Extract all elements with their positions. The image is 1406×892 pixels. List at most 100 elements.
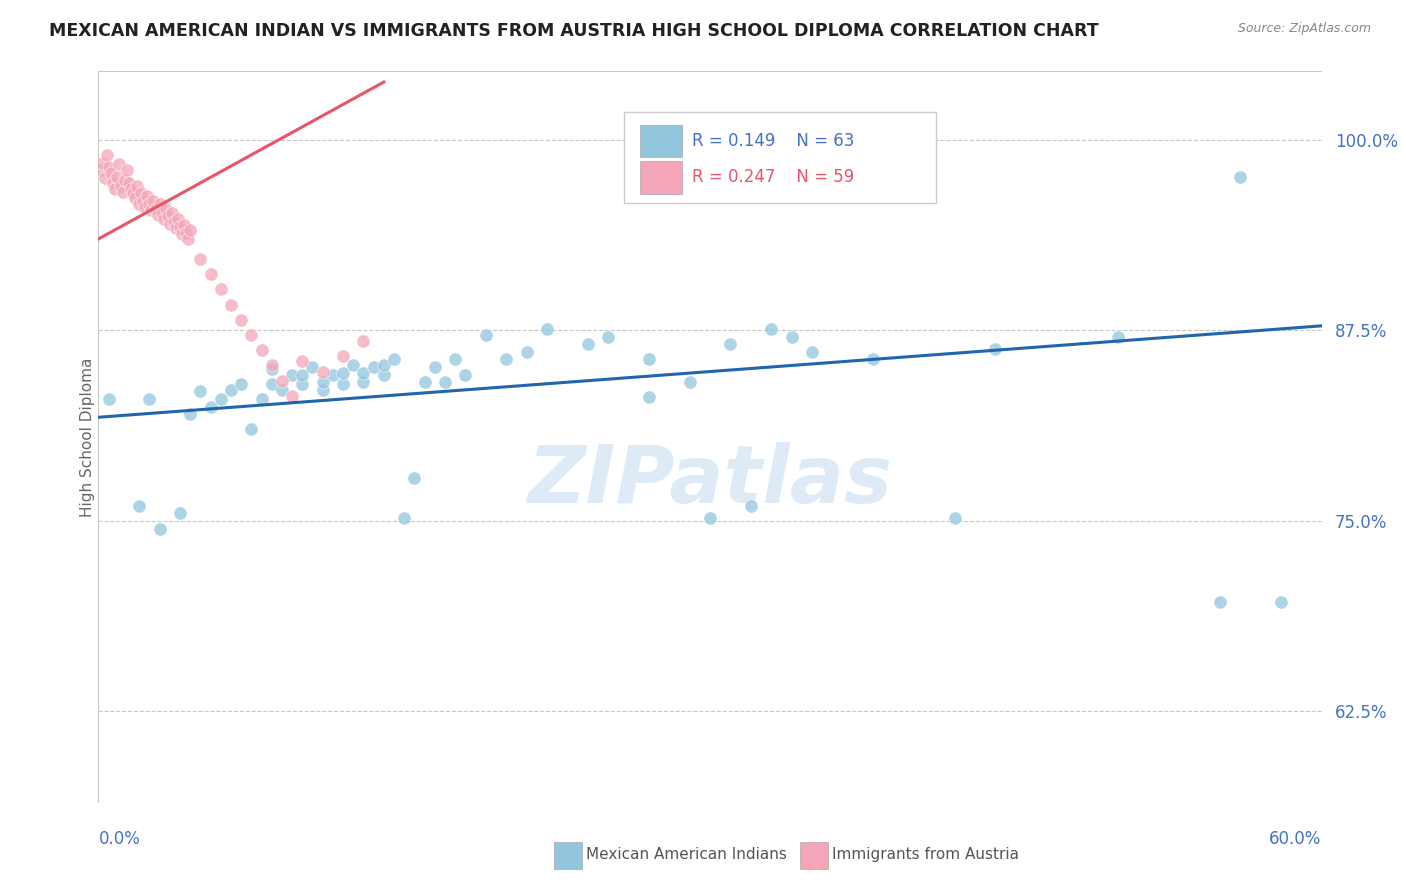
FancyBboxPatch shape xyxy=(640,161,682,194)
Point xyxy=(156,209,179,223)
Point xyxy=(129,186,152,201)
Point xyxy=(679,375,702,389)
Point xyxy=(352,334,374,348)
Point xyxy=(89,163,111,178)
Point xyxy=(250,343,273,358)
Point xyxy=(152,212,174,227)
Point xyxy=(270,374,294,388)
Point xyxy=(170,227,193,242)
Point xyxy=(312,383,335,397)
Point xyxy=(138,197,160,211)
Point xyxy=(312,365,335,379)
Text: Source: ZipAtlas.com: Source: ZipAtlas.com xyxy=(1237,22,1371,36)
Point xyxy=(124,191,146,205)
Point xyxy=(91,155,114,169)
Point xyxy=(100,166,122,180)
Point xyxy=(115,163,138,178)
Point xyxy=(740,499,762,513)
Point xyxy=(209,282,232,296)
Point xyxy=(240,328,263,343)
Point xyxy=(128,499,150,513)
Point xyxy=(122,186,145,201)
Point xyxy=(373,368,395,382)
Point xyxy=(1229,169,1251,184)
Point xyxy=(114,172,136,186)
Point xyxy=(363,359,385,374)
Point xyxy=(165,221,187,235)
Point xyxy=(454,368,477,382)
Point xyxy=(200,267,222,281)
Point xyxy=(93,171,115,186)
Point xyxy=(169,219,191,234)
Point xyxy=(312,375,335,389)
Point xyxy=(101,176,124,190)
Point xyxy=(291,368,314,382)
Point xyxy=(150,206,173,220)
Text: 60.0%: 60.0% xyxy=(1270,830,1322,848)
Point xyxy=(188,384,212,399)
FancyBboxPatch shape xyxy=(640,125,682,157)
Point xyxy=(231,376,253,391)
Point xyxy=(142,194,165,208)
Point xyxy=(136,189,159,203)
Point xyxy=(167,212,190,227)
Point xyxy=(1107,329,1129,343)
Point xyxy=(250,392,273,406)
Point xyxy=(146,208,169,222)
Point xyxy=(97,392,120,406)
Point xyxy=(97,161,120,175)
Point xyxy=(332,349,354,363)
Point xyxy=(163,215,186,229)
Point xyxy=(169,506,191,520)
Point xyxy=(332,376,354,391)
Point xyxy=(219,383,242,397)
Point xyxy=(495,352,517,367)
Point xyxy=(352,366,374,380)
Point xyxy=(231,312,253,326)
Point xyxy=(373,359,395,373)
Point xyxy=(96,148,118,162)
Point xyxy=(516,344,538,359)
Point xyxy=(260,359,283,373)
Text: Immigrants from Austria: Immigrants from Austria xyxy=(832,847,1019,862)
Point xyxy=(638,391,661,405)
Point xyxy=(291,376,314,391)
Point xyxy=(209,392,232,406)
Point xyxy=(155,202,177,216)
Point xyxy=(474,328,498,343)
Point xyxy=(423,359,446,374)
FancyBboxPatch shape xyxy=(624,112,936,203)
Point xyxy=(118,176,141,190)
Point xyxy=(332,366,354,380)
Point xyxy=(780,329,803,343)
Text: ZIPatlas: ZIPatlas xyxy=(527,442,893,520)
Point xyxy=(141,202,163,217)
Point xyxy=(159,217,181,231)
Point xyxy=(270,383,294,397)
Point xyxy=(638,352,661,367)
Point xyxy=(174,226,197,240)
Y-axis label: High School Diploma: High School Diploma xyxy=(80,358,94,516)
Point xyxy=(120,182,142,196)
Point xyxy=(134,200,156,214)
Text: R = 0.149    N = 63: R = 0.149 N = 63 xyxy=(692,132,853,150)
Point xyxy=(219,297,242,311)
Point xyxy=(149,197,172,211)
Point xyxy=(132,194,155,208)
Point xyxy=(145,202,167,216)
Point xyxy=(943,511,966,525)
Point xyxy=(160,206,183,220)
Point xyxy=(1270,594,1292,608)
Point xyxy=(576,337,599,351)
Point xyxy=(108,157,131,171)
Point xyxy=(281,389,304,403)
Text: Mexican American Indians: Mexican American Indians xyxy=(586,847,787,862)
Point xyxy=(413,375,436,389)
Point xyxy=(699,511,721,525)
Point xyxy=(536,322,558,336)
Point xyxy=(128,197,150,211)
Point xyxy=(1209,594,1232,608)
Point xyxy=(188,252,212,266)
Point xyxy=(392,511,416,525)
Point xyxy=(179,407,201,421)
